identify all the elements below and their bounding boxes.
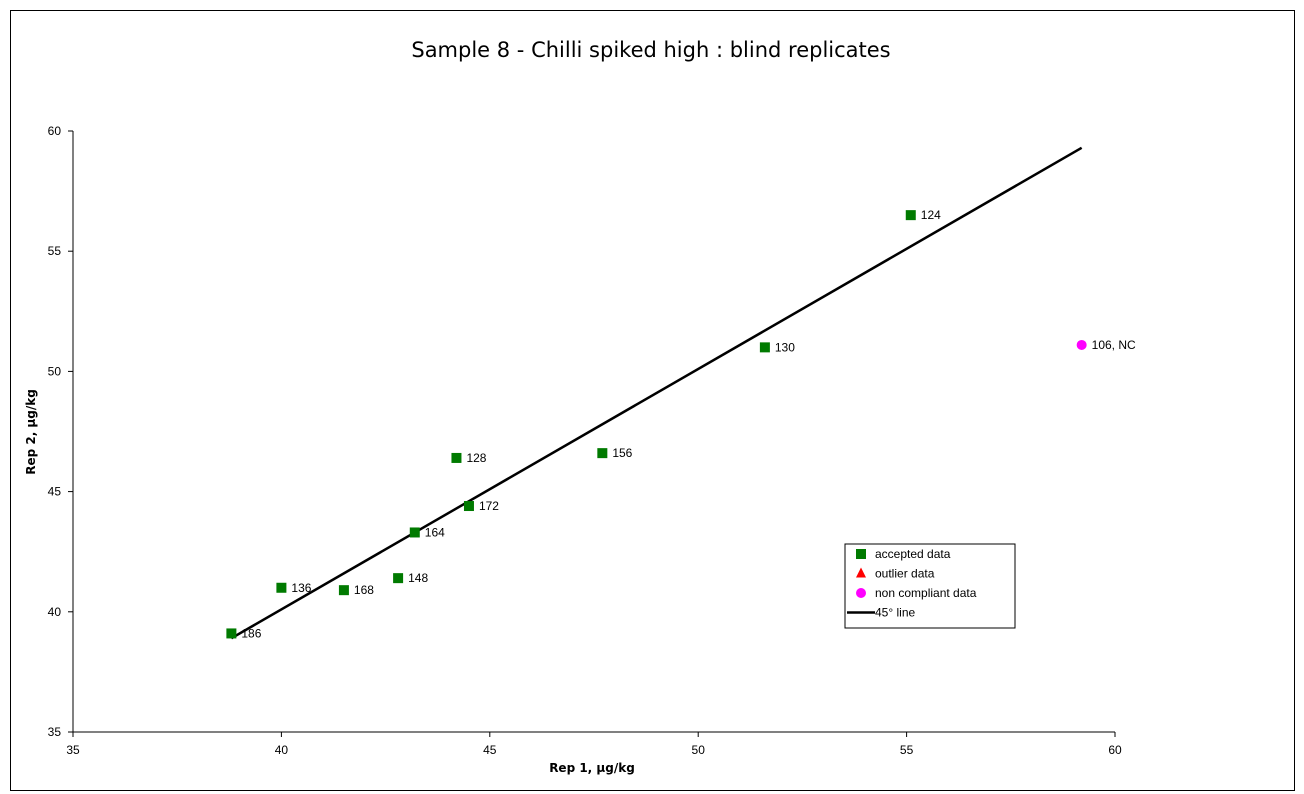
data-point-accepted: [276, 582, 287, 593]
y-tick-label: 40: [48, 605, 62, 619]
line-layer: [230, 146, 1083, 640]
data-point-accepted: [338, 585, 349, 596]
y-tick-label: 50: [48, 364, 62, 378]
x-tick-label: 40: [275, 743, 289, 757]
axis-ticks: 35 40 45 50 55 60 35 40 45 50 55 60: [48, 124, 1122, 757]
data-point-non-compliant: [1076, 339, 1087, 350]
data-point-label: 106, NC: [1092, 338, 1136, 352]
data-point-accepted: [905, 210, 916, 221]
data-point-label: 124: [921, 208, 941, 222]
reference-line-45deg: [230, 146, 1083, 640]
legend-marker-square: [856, 549, 866, 559]
y-tick-label: 60: [48, 124, 62, 138]
legend-box: [844, 543, 1016, 629]
axes: [72, 131, 1115, 733]
y-tick-label: 45: [48, 485, 62, 499]
data-point-label: 168: [354, 583, 374, 597]
chart-title: Sample 8 - Chilli spiked high : blind re…: [411, 38, 890, 62]
data-point-label: 186: [241, 626, 261, 640]
legend-marker-circle: [856, 588, 866, 598]
x-tick-label: 50: [692, 743, 706, 757]
x-tick-label: 35: [66, 743, 80, 757]
legend: accepted data outlier data non compliant d…: [844, 543, 1016, 629]
x-axis-title: Rep 1, µg/kg: [549, 761, 635, 775]
legend-entry-label: outlier data: [875, 567, 935, 581]
data-point-accepted: [597, 448, 608, 459]
data-point-accepted: [393, 573, 404, 584]
data-point-label: 172: [479, 499, 499, 513]
x-tick-label: 55: [900, 743, 914, 757]
x-tick-label: 60: [1108, 743, 1122, 757]
data-point-accepted: [226, 628, 237, 639]
data-point-accepted: [759, 342, 770, 353]
data-point-label: 156: [612, 446, 632, 460]
data-point-accepted: [451, 452, 462, 463]
x-tick-label: 45: [483, 743, 497, 757]
data-point-label: 164: [425, 525, 445, 539]
points-layer: 186 136 168 148 164 128 172 156 130 124 106, NC: [226, 208, 1136, 640]
data-point-label: 136: [291, 581, 311, 595]
legend-entry-label: non compliant data: [875, 586, 977, 600]
y-tick-label: 55: [48, 244, 62, 258]
data-point-label: 128: [466, 451, 486, 465]
legend-marker-triangle: [856, 567, 866, 578]
y-tick-label: 35: [48, 725, 62, 739]
data-point-accepted: [409, 527, 420, 538]
y-axis-title: Rep 2, µg/kg: [24, 389, 38, 475]
data-point-accepted: [463, 501, 474, 512]
legend-entry-label: accepted data: [875, 547, 951, 561]
chart-frame: [10, 10, 1295, 791]
legend-entry-label: 45° line: [875, 606, 915, 620]
data-point-label: 148: [408, 571, 428, 585]
data-point-label: 130: [775, 340, 795, 354]
